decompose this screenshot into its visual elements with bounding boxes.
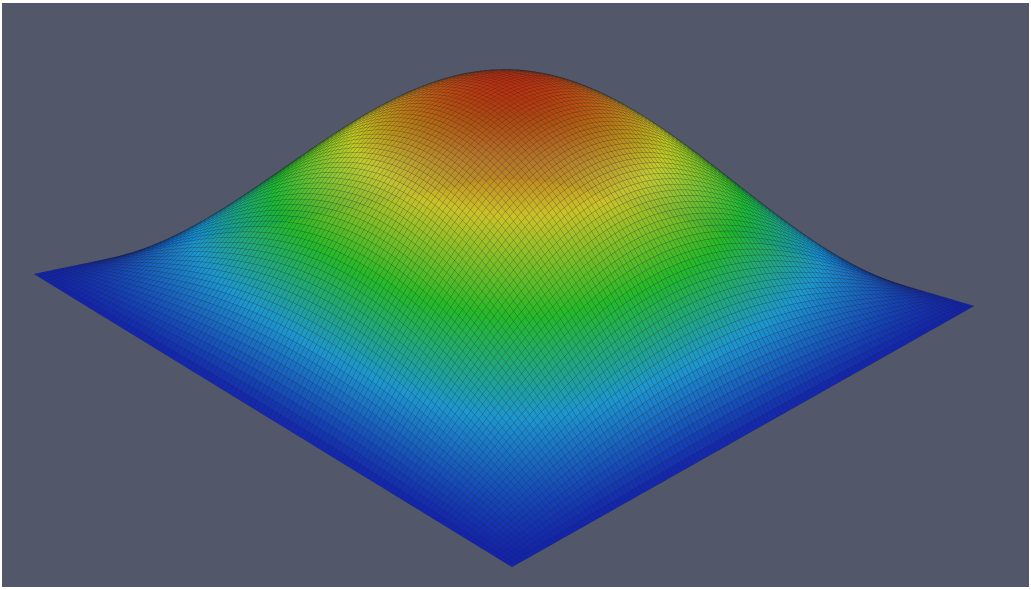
- wireframe-surface-mesh: [33, 69, 975, 568]
- render-viewport[interactable]: [2, 3, 1029, 587]
- surface-plot-canvas[interactable]: [2, 3, 1029, 587]
